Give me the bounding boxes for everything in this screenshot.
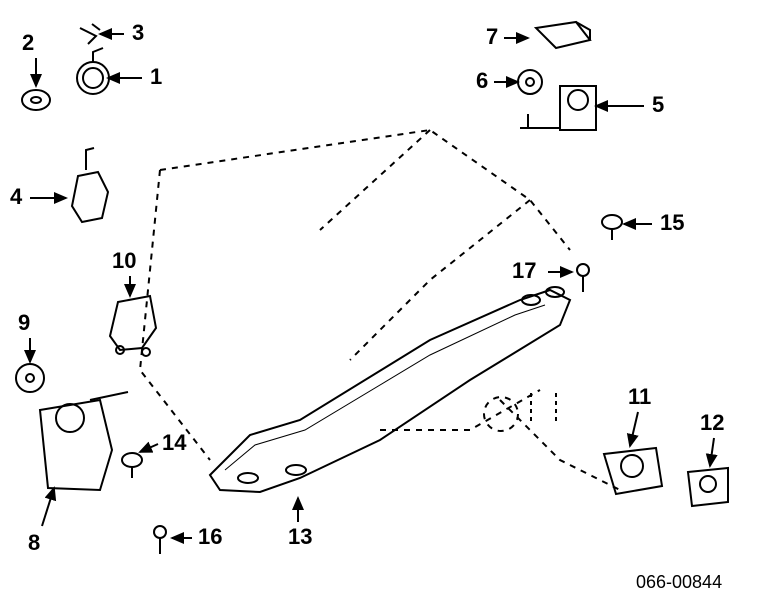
callout-2: 2 bbox=[22, 30, 34, 56]
diagram-part-number: 066-00844 bbox=[636, 572, 722, 593]
leader-lines-layer bbox=[0, 0, 758, 600]
callout-1: 1 bbox=[150, 64, 162, 90]
callout-17: 17 bbox=[512, 258, 536, 284]
callout-3: 3 bbox=[132, 20, 144, 46]
callout-10: 10 bbox=[112, 248, 136, 274]
callout-12: 12 bbox=[700, 410, 724, 436]
chassis-outline bbox=[140, 130, 620, 492]
callout-16: 16 bbox=[198, 524, 222, 550]
diagram-canvas: 066-00844 1234567891011121314151617 bbox=[0, 0, 758, 600]
callout-4: 4 bbox=[10, 184, 22, 210]
callout-6: 6 bbox=[476, 68, 488, 94]
callout-11: 11 bbox=[628, 384, 651, 410]
callout-14: 14 bbox=[162, 430, 186, 456]
callout-15: 15 bbox=[660, 210, 684, 236]
callout-9: 9 bbox=[18, 310, 30, 336]
callout-8: 8 bbox=[28, 530, 40, 556]
callout-13: 13 bbox=[288, 524, 312, 550]
callout-5: 5 bbox=[652, 92, 664, 118]
callout-7: 7 bbox=[486, 24, 498, 50]
